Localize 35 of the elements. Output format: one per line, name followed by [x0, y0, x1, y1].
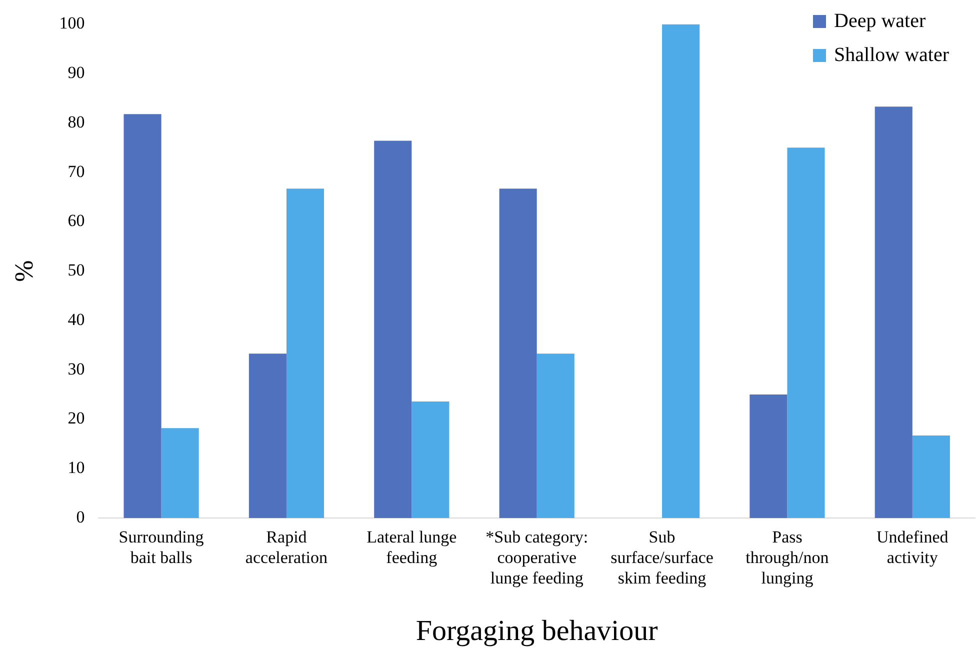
- x-tick-label: Surrounding bait balls: [118, 528, 204, 568]
- bar: [248, 354, 286, 518]
- legend-label: Deep water: [834, 9, 926, 34]
- y-tick-label: 50: [68, 260, 85, 280]
- y-tick-label: 20: [68, 408, 85, 428]
- y-tick-label: 40: [68, 310, 85, 329]
- bar: [124, 114, 162, 518]
- y-axis-title: %: [9, 260, 38, 282]
- x-tick-label: Pass through/non lunging: [746, 528, 830, 588]
- x-tick-label: Rapid acceleration: [245, 528, 328, 568]
- bar: [874, 106, 912, 518]
- y-tick-label: 30: [68, 359, 85, 378]
- bar: [912, 436, 950, 518]
- bar: [412, 401, 450, 518]
- y-tick-label: 10: [68, 458, 85, 478]
- x-axis-title: Forgaging behaviour: [416, 615, 658, 648]
- bar: [286, 188, 324, 518]
- x-tick-label: Sub surface/surface skim feeding: [610, 528, 714, 588]
- y-tick-label: 80: [68, 112, 85, 132]
- x-tick-label: Undefined activity: [876, 528, 949, 568]
- legend-label: Shallow water: [834, 43, 949, 68]
- y-tick-label: 60: [68, 211, 85, 230]
- y-tick-label: 100: [59, 14, 85, 33]
- bar: [750, 394, 788, 518]
- bar: [374, 140, 412, 518]
- y-tick-label: 90: [68, 63, 85, 82]
- bar: [787, 148, 825, 518]
- x-tick-label: Lateral lunge feeding: [366, 528, 457, 568]
- y-tick-label: 70: [68, 162, 85, 181]
- y-tick-label: 0: [76, 507, 85, 526]
- bar: [161, 428, 199, 518]
- x-tick-label: *Sub category: cooperative lunge feeding: [486, 528, 588, 588]
- bar: [536, 354, 574, 518]
- bar: [662, 24, 700, 518]
- bar: [499, 188, 537, 518]
